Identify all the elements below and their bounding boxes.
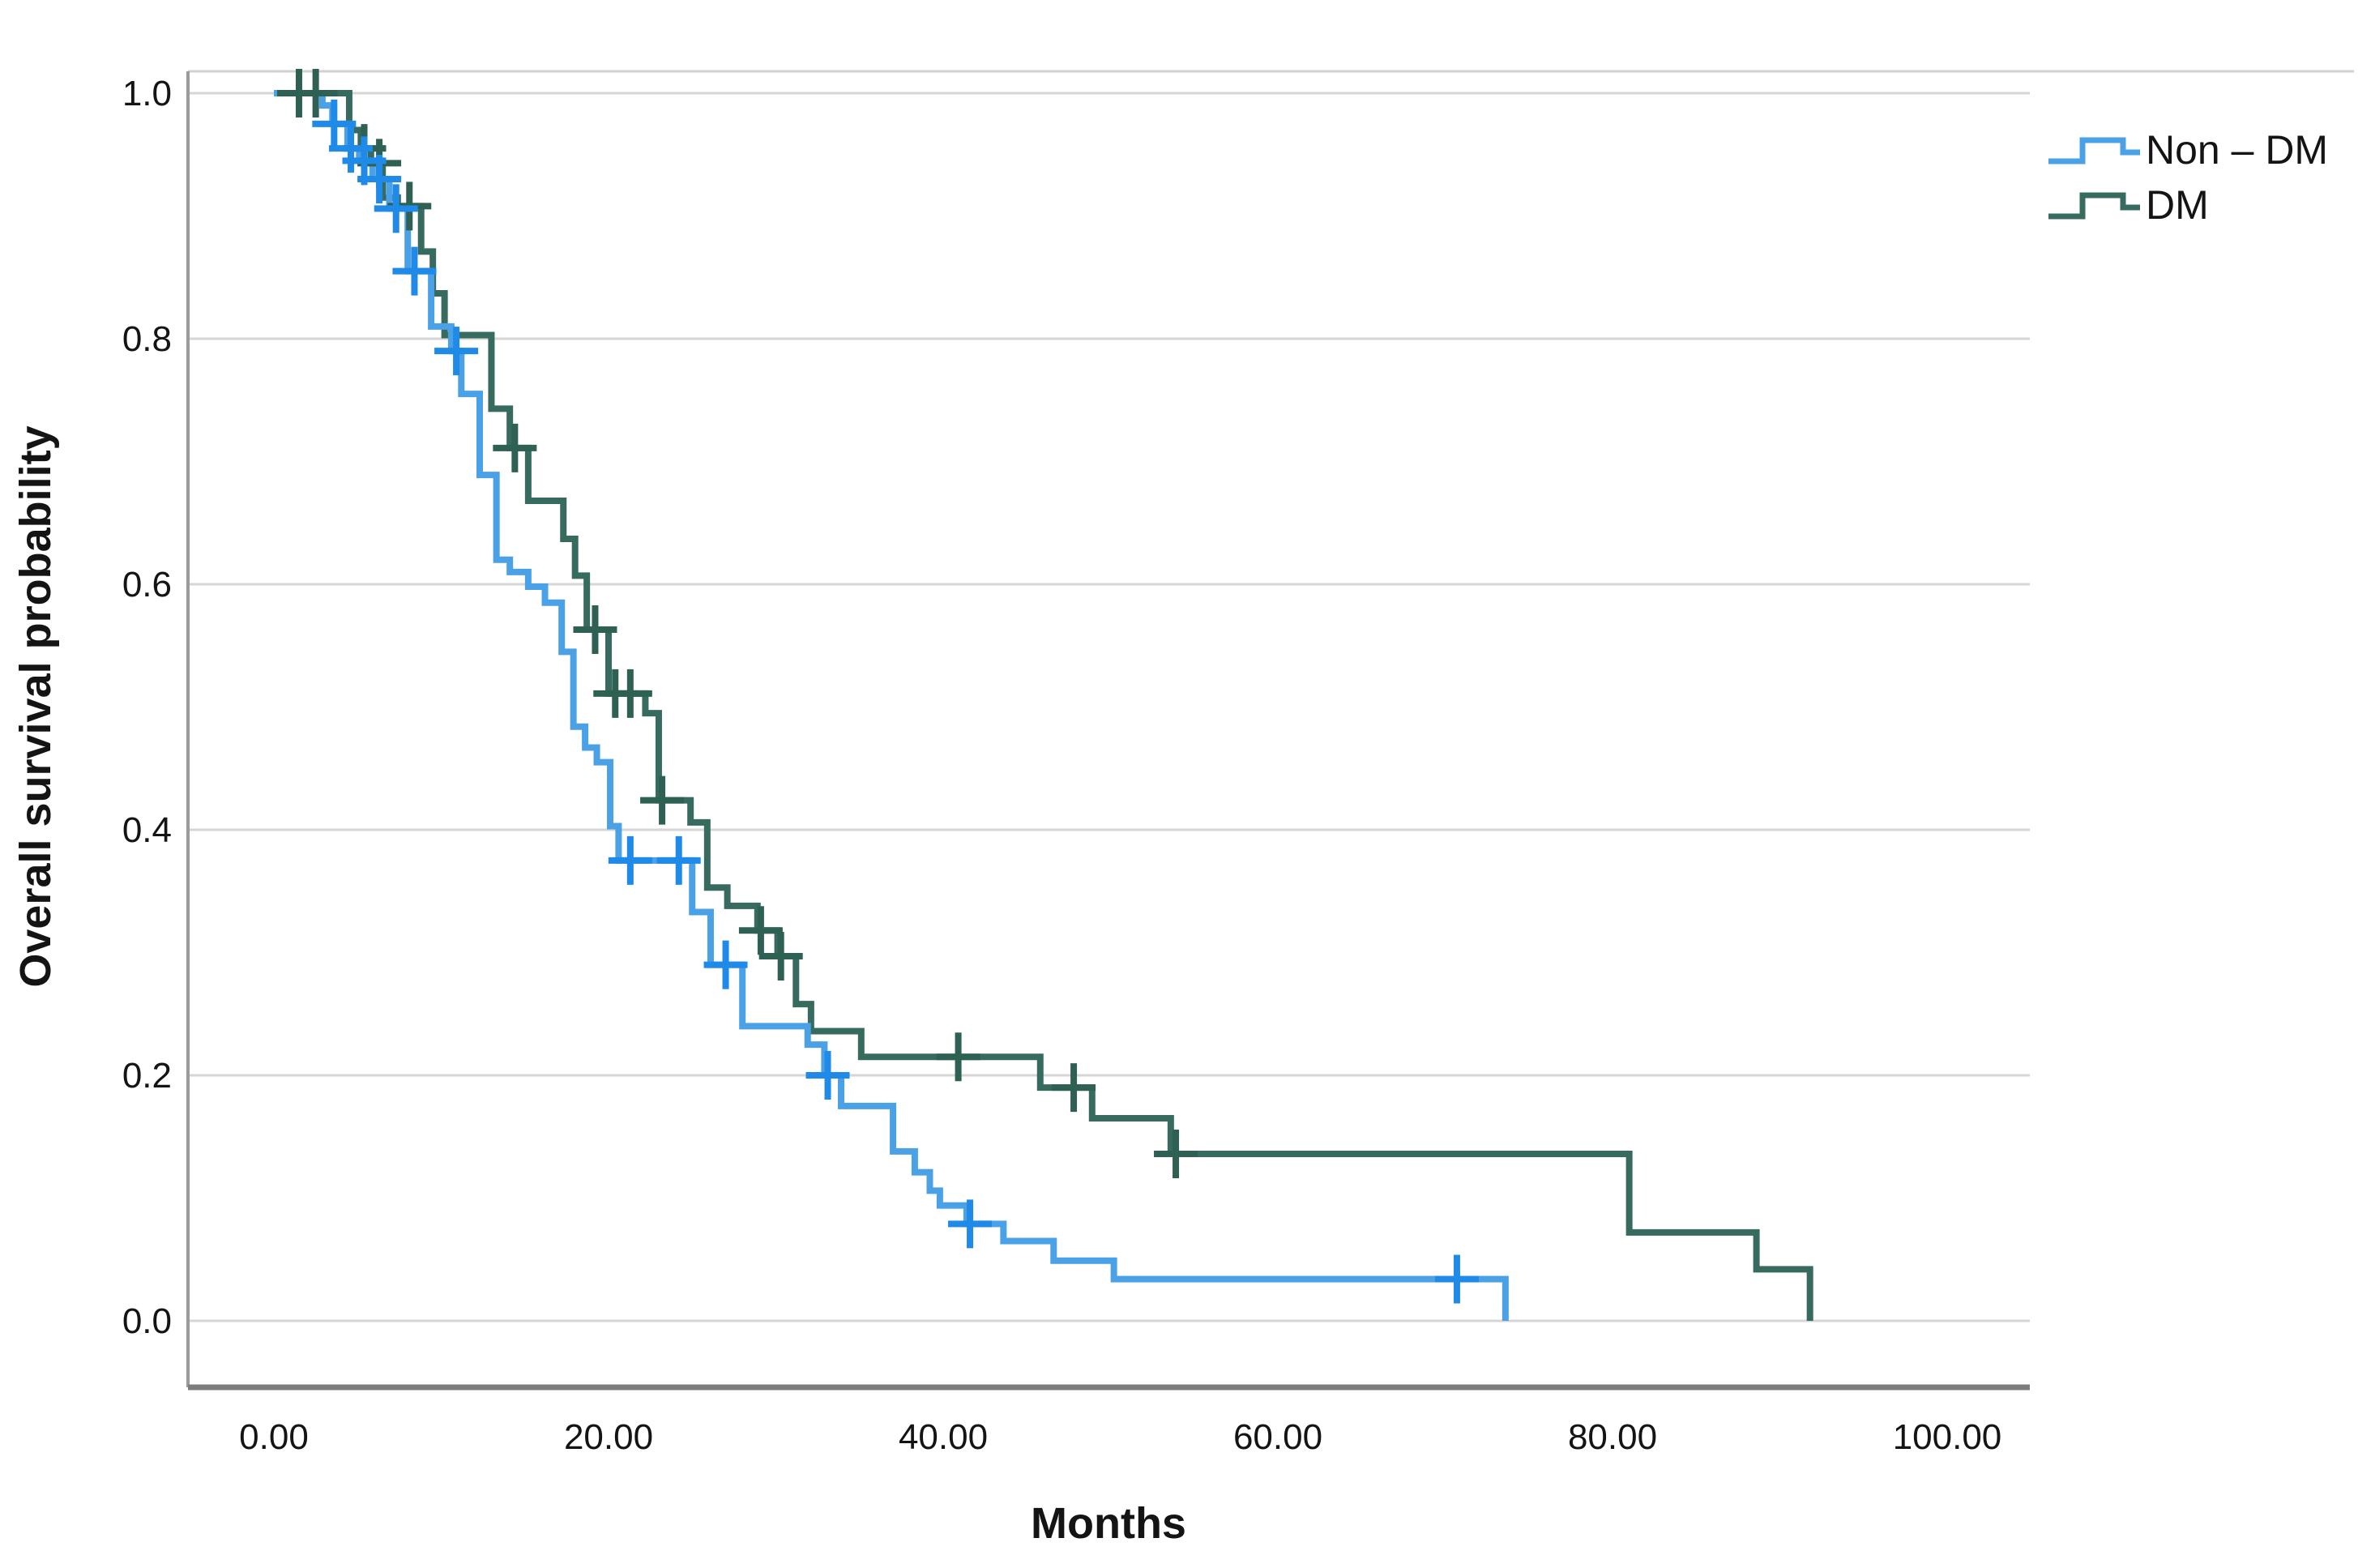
survival-curves: [274, 90, 1813, 1321]
tick-labels: 0.0 0.2 0.4 0.6 0.8 1.0 0.00 20.00 40.00 60.00 80.…: [122, 74, 2001, 1457]
legend-line-swatch: [2048, 192, 2140, 220]
y-axis-title: Overall survival probability: [11, 425, 60, 987]
x-tick-label: 100.00: [1893, 1417, 2002, 1457]
y-tick-label: 1.0: [122, 74, 172, 113]
x-tick-label: 20.00: [564, 1417, 653, 1457]
censor-mark: [573, 605, 617, 655]
x-tick-label: 60.00: [1233, 1417, 1322, 1457]
legend-item-dm: DM: [2048, 182, 2209, 228]
y-tick-label: 0.4: [122, 810, 172, 850]
legend-label: Non – DM: [2146, 127, 2328, 173]
y-tick-label: 0.8: [122, 319, 172, 359]
gridlines: [188, 92, 2030, 1322]
legend: Non – DM DM: [2048, 127, 2328, 228]
censor-mark: [293, 69, 338, 117]
censor-mark: [493, 423, 537, 472]
censor-mark: [374, 184, 418, 233]
x-tick-label: 40.00: [899, 1417, 988, 1457]
censor-mark: [703, 940, 748, 989]
survival-curve-dm: [274, 90, 1813, 1321]
censor-mark: [608, 835, 652, 885]
censor-mark: [1052, 1063, 1096, 1113]
censor-mark: [392, 246, 437, 296]
legend-item-non-dm: Non – DM: [2048, 127, 2328, 173]
censor-mark: [312, 99, 357, 148]
censor-mark: [758, 932, 803, 981]
axes-frame: [186, 70, 2354, 1391]
censor-mark: [434, 327, 479, 376]
censor-mark: [608, 669, 652, 718]
x-axis-title: Months: [1031, 1499, 1186, 1548]
censor-mark: [1434, 1254, 1479, 1304]
legend-label: DM: [2146, 182, 2209, 228]
censor-mark: [738, 906, 783, 955]
censor-mark: [948, 1199, 993, 1249]
censor-mark: [936, 1032, 980, 1082]
censor-mark: [805, 1051, 850, 1100]
y-tick-label: 0.0: [122, 1301, 172, 1341]
censor-mark: [357, 155, 402, 204]
censor-mark: [656, 835, 701, 885]
x-tick-label: 80.00: [1568, 1417, 1657, 1457]
censor-marks: [276, 69, 1479, 1304]
survival-curve-non-dm: [274, 90, 1509, 1321]
censor-mark: [640, 775, 685, 825]
y-tick-label: 0.6: [122, 565, 172, 605]
x-tick-label: 0.00: [239, 1417, 309, 1457]
y-tick-label: 0.2: [122, 1056, 172, 1096]
censor-mark: [1154, 1129, 1198, 1178]
legend-line-swatch: [2048, 137, 2140, 164]
